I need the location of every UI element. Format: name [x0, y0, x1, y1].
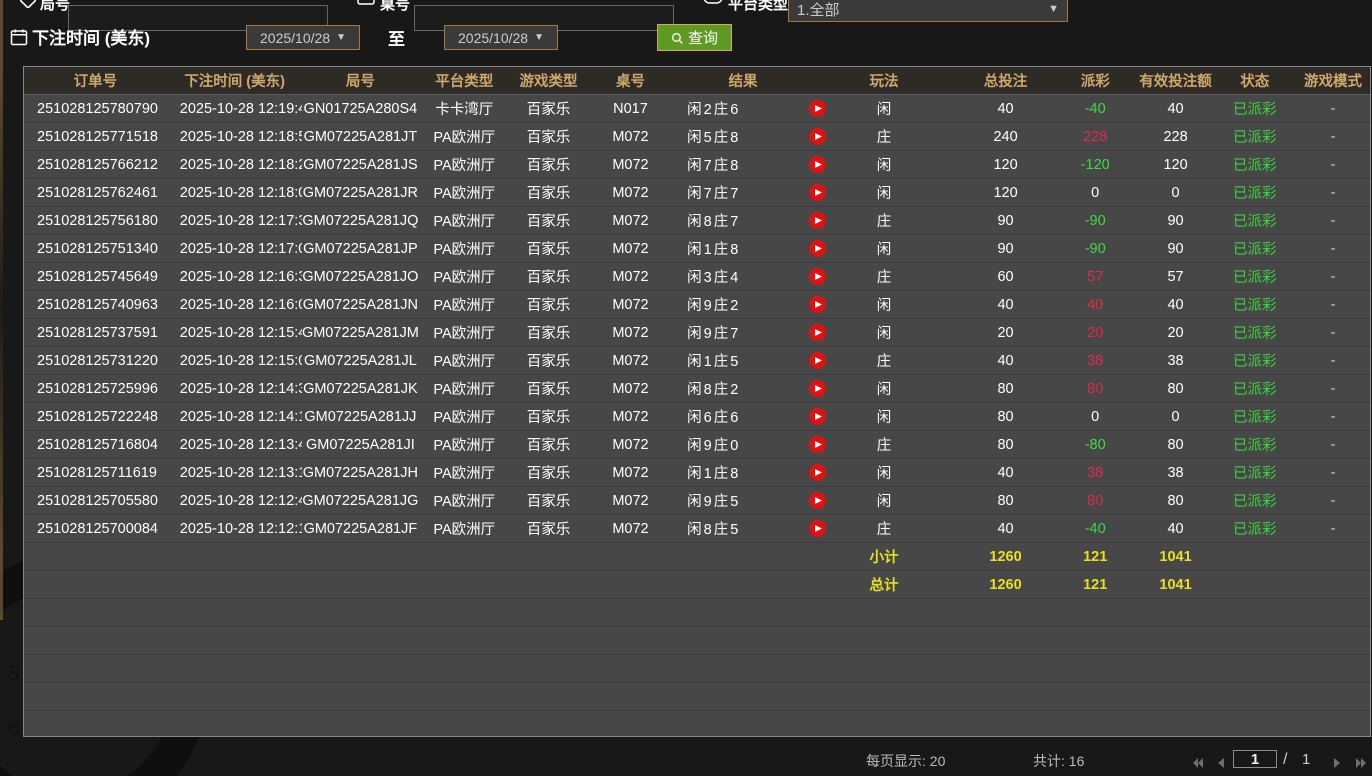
svg-text:6: 6: [8, 718, 19, 740]
svg-text:5: 5: [8, 663, 19, 685]
